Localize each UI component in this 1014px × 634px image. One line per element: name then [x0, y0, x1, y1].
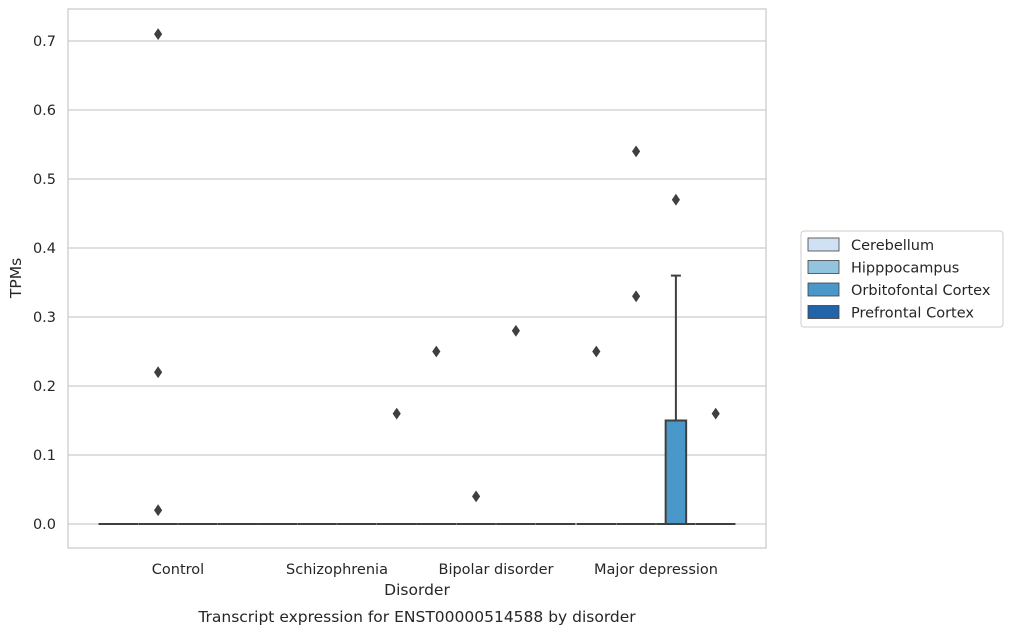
outlier-point	[511, 324, 520, 337]
y-tick-label: 0.2	[33, 379, 56, 395]
outlier-point	[432, 345, 441, 358]
box	[656, 274, 696, 525]
legend-swatch	[807, 260, 840, 274]
x-tick-label: Major depression	[594, 562, 718, 578]
legend-label: Hipppocampus	[851, 261, 959, 277]
y-tick-label: 0.6	[33, 103, 56, 119]
legend-entry: Prefrontal Cortex	[807, 305, 974, 322]
outliers	[154, 28, 720, 517]
plot-frame	[67, 8, 767, 549]
outlier-point	[632, 290, 641, 303]
y-tick-label: 0.0	[33, 517, 56, 533]
box-body	[664, 419, 688, 525]
legend-label: Cerebellum	[851, 238, 934, 254]
outlier-point	[392, 407, 401, 420]
x-tick-label: Schizophrenia	[286, 562, 388, 578]
legend-swatch	[807, 305, 840, 319]
legend-entries: Cerebellum Hipppocampus Orbitofontal Corte…	[807, 237, 991, 322]
legend-label: Prefrontal Cortex	[851, 306, 974, 322]
legend-swatch	[807, 282, 840, 297]
legend-label: Orbitofontal Cortex	[851, 283, 991, 299]
legend: Cerebellum Hipppocampus Orbitofontal Corte…	[800, 230, 1004, 328]
x-tick-labels: Control Schizophrenia Bipolar disorder Majo…	[152, 562, 718, 578]
x-axis-title: Disorder	[384, 581, 450, 599]
outlier-point	[632, 145, 641, 158]
legend-entry: Cerebellum	[807, 237, 934, 254]
y-axis-title: TPMs	[7, 258, 25, 299]
legend-entry: Orbitofontal Cortex	[807, 282, 991, 299]
chart-caption: Transcript expression for ENST0000051458…	[197, 608, 636, 626]
y-tick-label: 0.4	[33, 241, 56, 257]
legend-frame	[800, 230, 1004, 328]
y-tick-label: 0.3	[33, 310, 56, 326]
y-tick-label: 0.5	[33, 172, 56, 188]
outlier-point	[154, 28, 163, 41]
grid-lines	[68, 40, 766, 525]
y-tick-label: 0.1	[33, 448, 56, 464]
outlier-point	[711, 407, 720, 420]
outlier-point	[154, 504, 163, 517]
legend-swatch	[807, 237, 840, 252]
outlier-point	[472, 490, 481, 503]
boxes	[98, 274, 736, 525]
y-tick-label: 0.7	[33, 34, 56, 50]
legend-entry: Hipppocampus	[807, 260, 959, 277]
outlier-point	[671, 193, 680, 206]
outlier-point	[154, 366, 163, 379]
y-tick-labels: 0.0 0.1 0.2 0.3 0.4 0.5 0.6 0.7	[33, 34, 56, 533]
outlier-point	[592, 345, 601, 358]
x-tick-label: Bipolar disorder	[439, 562, 554, 578]
x-tick-label: Control	[152, 562, 204, 578]
